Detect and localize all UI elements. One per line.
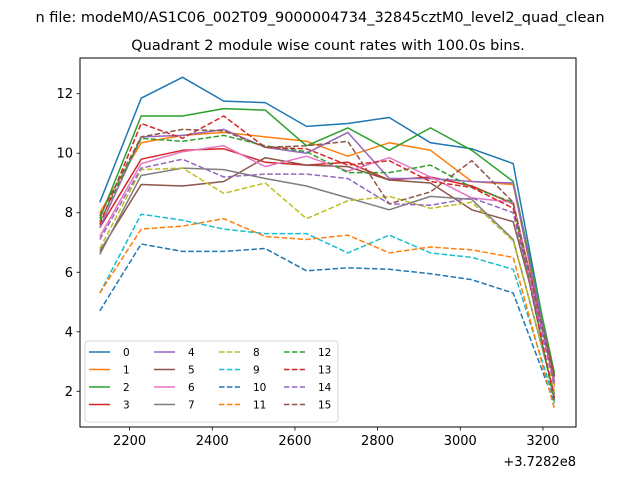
y-tick-label: 2	[65, 385, 73, 400]
x-tick-label: 2200	[113, 434, 146, 449]
series-line-8	[99, 167, 556, 392]
legend-label-15: 15	[318, 400, 331, 412]
series-line-0	[99, 76, 556, 383]
legend-label-4: 4	[188, 347, 195, 359]
series-line-5	[99, 156, 556, 377]
y-tick-label: 4	[65, 325, 73, 340]
series-line-7	[99, 167, 556, 395]
legend-label-0: 0	[123, 347, 130, 359]
legend-label-6: 6	[188, 382, 195, 394]
series-line-13	[99, 115, 556, 399]
x-tick-label: 2600	[278, 434, 311, 449]
legend-label-10: 10	[253, 382, 266, 394]
legend-label-11: 11	[253, 400, 266, 412]
legend-label-8: 8	[253, 347, 260, 359]
legend-label-5: 5	[188, 365, 195, 377]
x-tick-label: 3000	[444, 434, 477, 449]
x-axis-offset-label: +3.7282e8	[503, 455, 576, 470]
legend-label-7: 7	[188, 400, 195, 412]
series-line-11	[99, 217, 556, 410]
legend-label-12: 12	[318, 347, 331, 359]
figure-suptitle: n file: modeM0/AS1C06_002T09_9000004734_…	[35, 10, 604, 26]
y-tick-label: 10	[56, 147, 73, 162]
series-line-6	[99, 145, 556, 385]
legend-label-1: 1	[123, 365, 130, 377]
series-line-15	[99, 128, 556, 382]
y-tick-label: 8	[65, 206, 73, 221]
series-line-10	[99, 243, 556, 404]
legend-label-13: 13	[318, 365, 331, 377]
x-tick-label: 2800	[361, 434, 394, 449]
y-tick-label: 12	[56, 87, 73, 102]
series-line-14	[99, 158, 556, 387]
plot-area	[99, 76, 556, 410]
x-tick-label: 2400	[196, 434, 229, 449]
axes-frame	[79, 57, 577, 428]
legend-label-14: 14	[318, 382, 332, 394]
x-tick-label: 3200	[526, 434, 559, 449]
legend-label-3: 3	[123, 400, 130, 412]
series-line-2	[99, 107, 556, 374]
legend-label-2: 2	[123, 382, 130, 394]
series-line-12	[99, 134, 556, 404]
legend-frame	[84, 340, 339, 423]
chart-title: Quadrant 2 module wise count rates with …	[131, 38, 525, 54]
series-line-9	[99, 213, 556, 401]
legend-label-9: 9	[253, 365, 260, 377]
y-tick-label: 6	[65, 266, 73, 281]
